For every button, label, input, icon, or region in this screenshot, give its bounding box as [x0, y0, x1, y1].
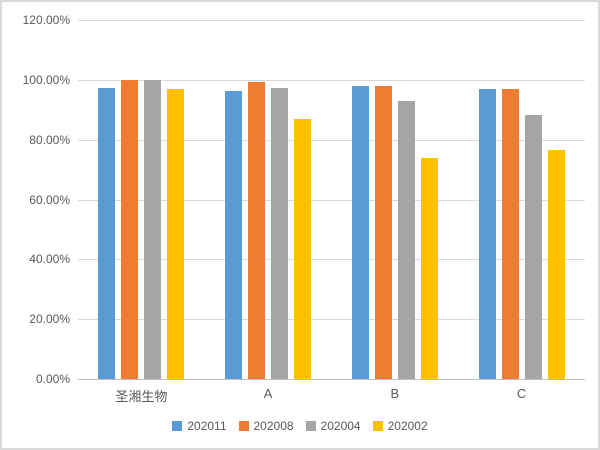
x-axis-line	[78, 379, 585, 380]
x-axis-tick-labels: 圣湘生物 A B C	[78, 386, 585, 405]
bar-202011-B	[351, 85, 369, 379]
y-tick-label-80.00%: 80.00%	[29, 132, 70, 147]
y-tick-label-120.00%: 120.00%	[22, 13, 70, 27]
y-tick-label-0.00%: 0.00%	[35, 372, 70, 386]
bar-202004-C	[524, 114, 542, 379]
gridline-20	[78, 319, 585, 321]
bar-group-A	[205, 20, 332, 379]
bar-202002-C	[547, 149, 565, 379]
legend-label: 202002	[387, 419, 428, 433]
bar-202011-C	[478, 88, 496, 379]
y-tick-label-40.00%: 40.00%	[29, 252, 70, 267]
bar-202008-A	[248, 82, 266, 379]
legend-swatch-icon	[372, 421, 383, 431]
y-axis-tick-labels: 0.00% 20.00% 40.00% 60.00% 80.00% 100.00% 120.…	[2, 13, 70, 386]
gridline-40	[78, 259, 585, 261]
y-tick-label-100.00%: 100.00%	[22, 72, 70, 87]
legend-swatch-icon	[172, 421, 183, 431]
x-tick-label-圣湘生物: 圣湘生物	[115, 389, 168, 404]
bar-202008-圣湘生物	[121, 79, 139, 379]
gridline-60	[78, 199, 585, 201]
y-tick-label-20.00%: 20.00%	[29, 312, 70, 327]
legend-label: 202011	[187, 419, 227, 433]
legend-swatch-icon	[305, 421, 316, 431]
gridline-100	[78, 79, 585, 81]
bar-group-C	[458, 20, 585, 379]
legend-item-202004: 202004	[305, 419, 361, 433]
legend-item-202002: 202002	[372, 419, 428, 433]
legend-label: 202004	[320, 419, 361, 433]
plot-area	[78, 20, 585, 380]
bar-202004-B	[397, 100, 415, 379]
bar-202011-A	[225, 90, 243, 379]
legend-swatch-icon	[238, 421, 249, 431]
legend-label: 202008	[253, 419, 294, 433]
bar-202008-C	[501, 88, 519, 379]
bar-group-B	[332, 20, 459, 379]
bar-groups	[78, 20, 585, 379]
gridline-120	[78, 20, 585, 21]
bar-202004-圣湘生物	[144, 79, 162, 379]
x-tick-label-C: C	[516, 386, 527, 401]
chart-legend: 202011 202008 202004 202002	[2, 419, 598, 433]
bar-group-圣湘生物	[78, 20, 205, 379]
bar-202002-圣湘生物	[167, 89, 185, 379]
legend-item-202011: 202011	[172, 419, 227, 433]
y-tick-label-60.00%: 60.00%	[29, 192, 70, 207]
x-tick-label-B: B	[390, 386, 400, 401]
bar-202002-A	[294, 119, 312, 379]
gridline-80	[78, 139, 585, 141]
bar-202002-B	[420, 157, 438, 379]
legend-item-202008: 202008	[238, 419, 294, 433]
bar-202004-A	[271, 87, 289, 379]
bar-202011-圣湘生物	[98, 88, 116, 379]
x-tick-label-A: A	[263, 386, 273, 401]
bar-202008-B	[374, 85, 392, 379]
